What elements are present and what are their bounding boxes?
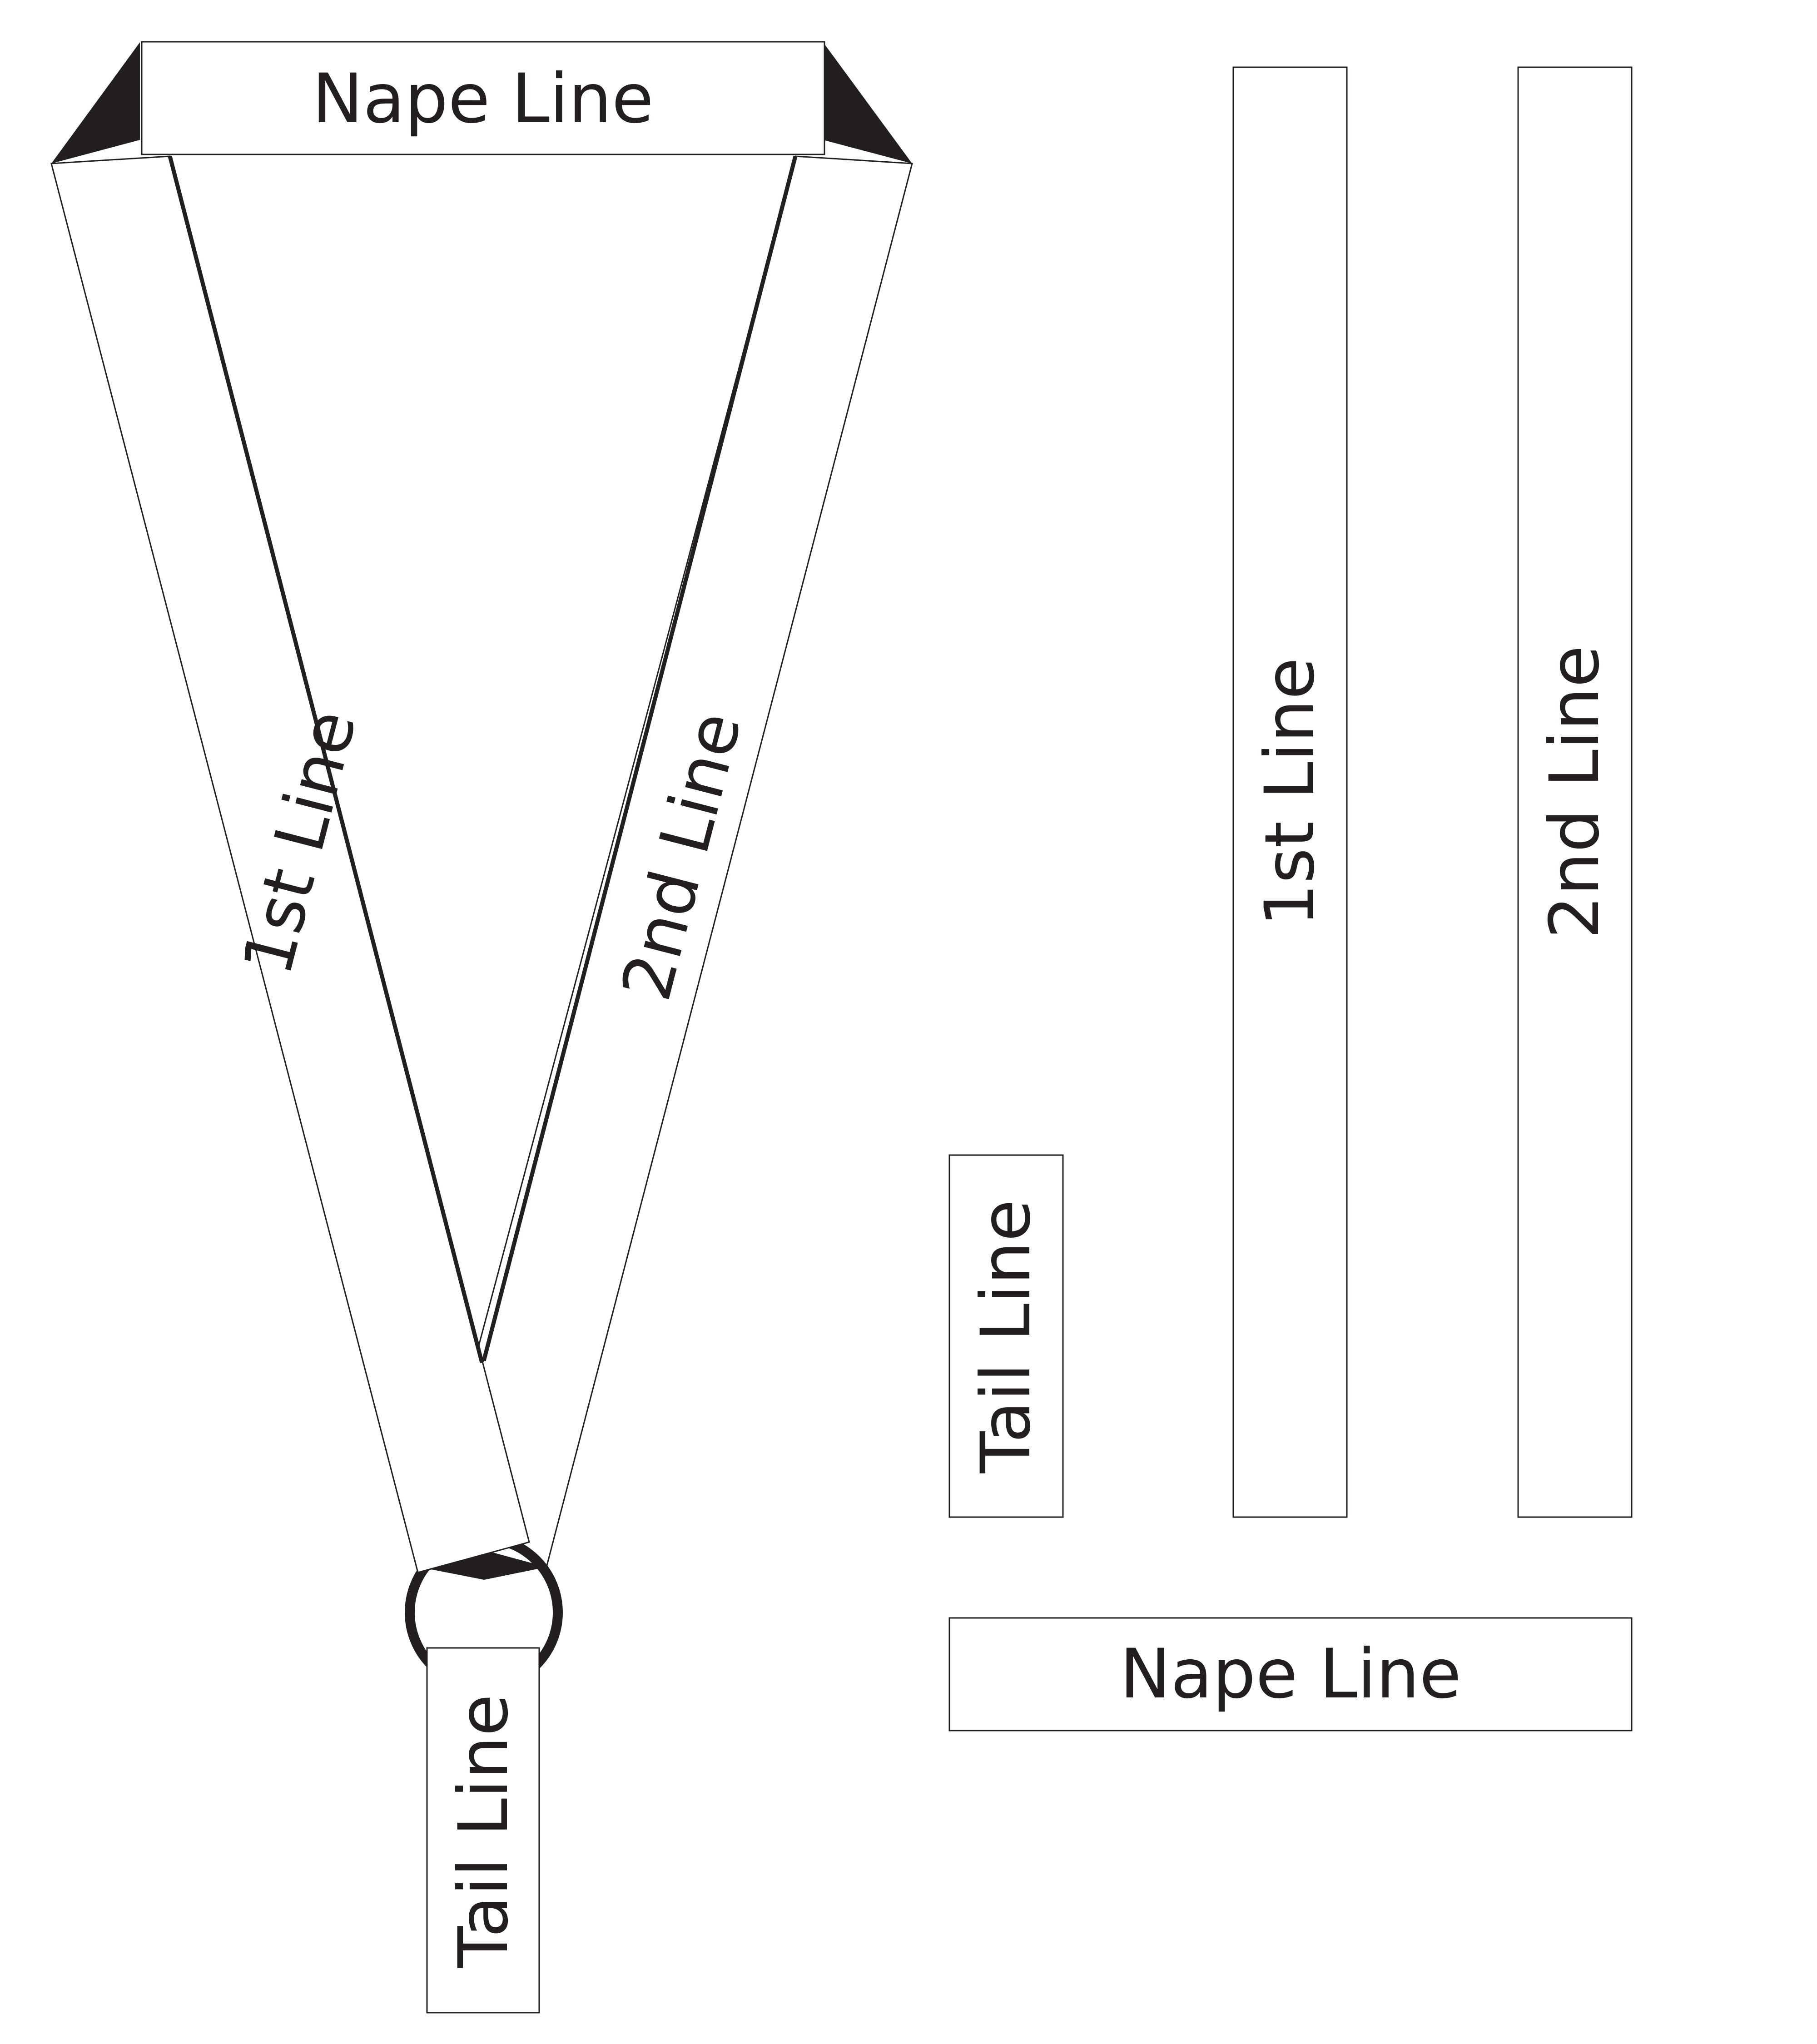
tail-line-piece (948, 1154, 1064, 1518)
nape-fold-right (823, 42, 912, 164)
first-line-piece (1232, 66, 1348, 1518)
nape-line-piece-label: Nape Line (1120, 1635, 1461, 1714)
nape-fold-left (51, 42, 140, 164)
nape-line-label: Nape Line (312, 60, 654, 139)
first-line-edge (168, 155, 484, 1364)
nape-line-bar (141, 41, 825, 155)
first-line-strap (50, 155, 530, 1573)
tail-line-label: Tail Line (444, 1694, 523, 1968)
tail-line-piece-label: Tail Line (967, 1200, 1046, 1473)
separate-pieces: Tail Line 1st Line 2nd Line Nape Line (948, 66, 1633, 1731)
second-line-piece-label: 2nd Line (1535, 645, 1614, 939)
strap-bottom-band (424, 1550, 546, 1580)
first-line-piece-label: 1st Line (1251, 658, 1330, 927)
assembled-lanyard: Nape Line 1st Line 2nd Line Tail Line (50, 41, 913, 2014)
second-line-piece (1517, 66, 1633, 1518)
nape-line-piece (948, 1617, 1633, 1731)
tail-line-bar (426, 1647, 540, 2014)
second-line-edge (482, 155, 798, 1362)
